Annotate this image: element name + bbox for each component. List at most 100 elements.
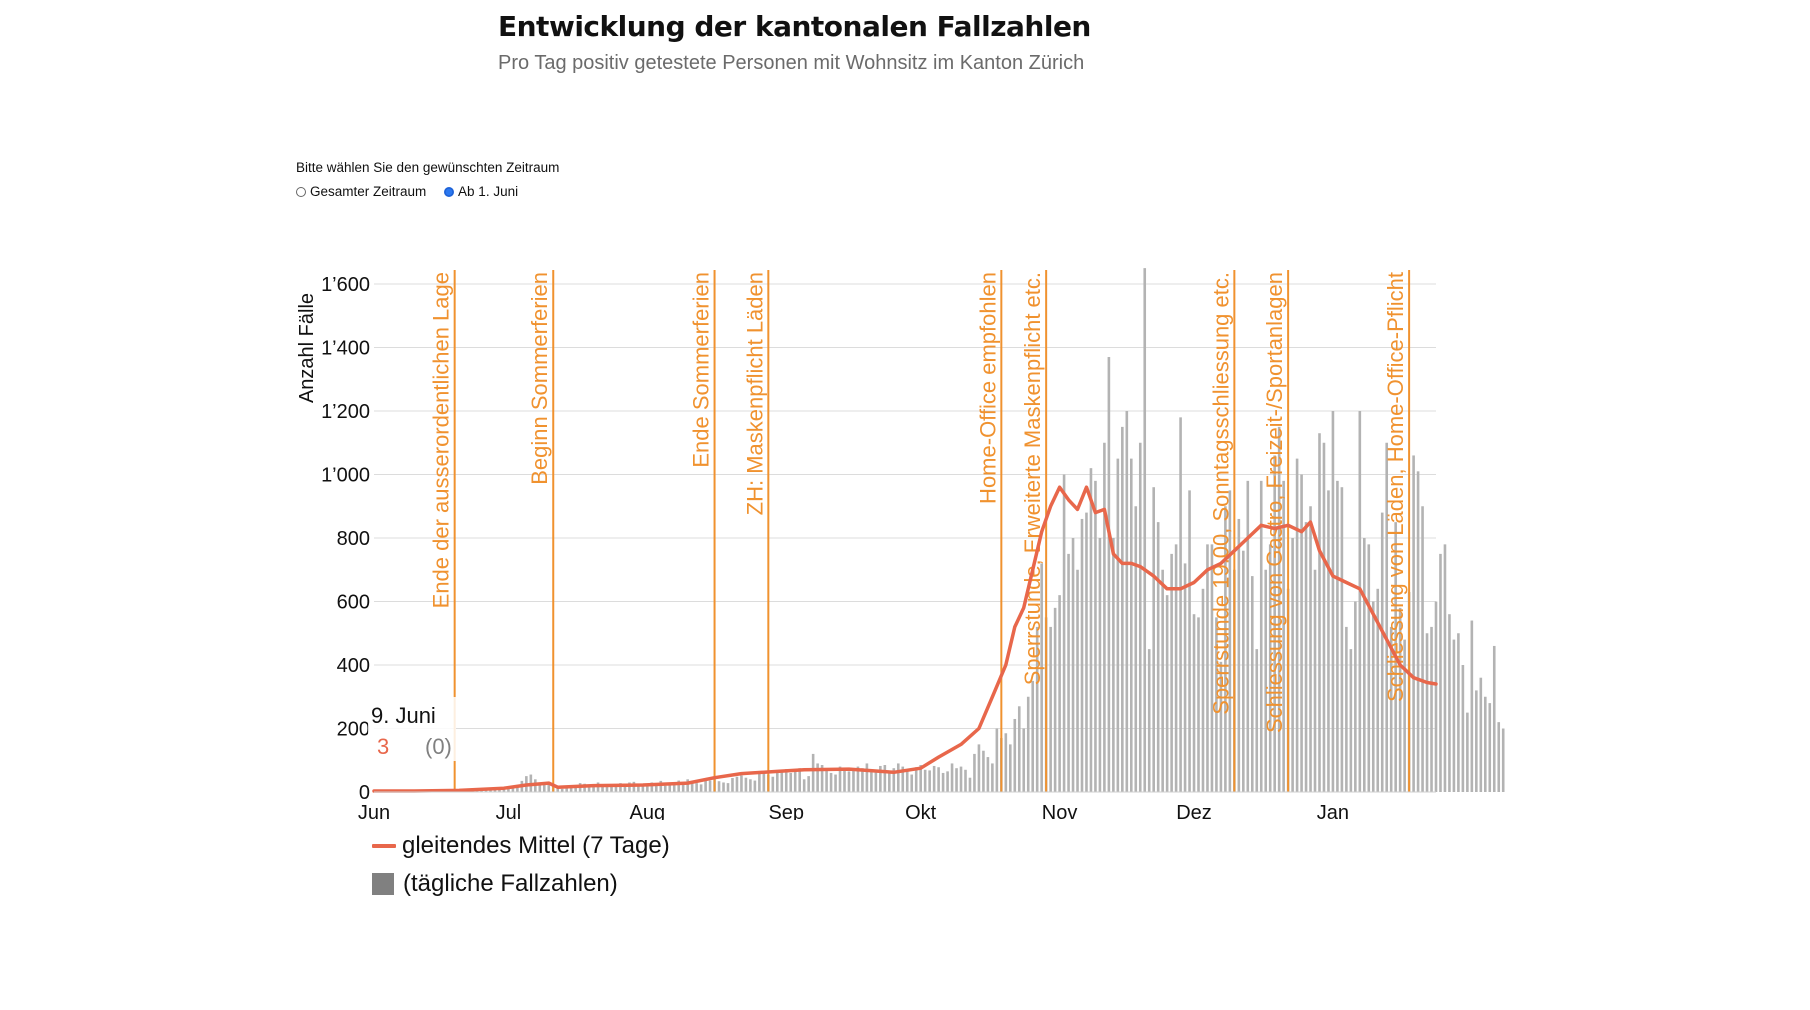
daily-bar — [1017, 706, 1021, 792]
daily-bar — [1103, 442, 1106, 792]
daily-bar — [883, 765, 887, 792]
daily-bar — [1197, 617, 1200, 792]
daily-bar — [1322, 442, 1326, 792]
y-tick-label: 800 — [337, 528, 370, 550]
y-tick-label: 200 — [337, 719, 370, 741]
daily-bar — [619, 783, 622, 792]
daily-bar — [1112, 538, 1115, 792]
daily-bar — [1094, 480, 1097, 792]
legend-label-daily: (tägliche Fallzahlen) — [403, 870, 618, 897]
daily-bar — [910, 774, 914, 792]
tooltip-date: 9. Juni — [371, 703, 436, 728]
daily-bar — [1385, 442, 1389, 792]
daily-bar — [641, 785, 645, 792]
daily-bar — [690, 781, 694, 792]
daily-bar — [681, 782, 685, 792]
daily-bar — [1304, 522, 1308, 792]
daily-bar — [1488, 703, 1492, 792]
daily-bar — [829, 772, 833, 792]
daily-bar — [1403, 639, 1406, 792]
daily-bar — [1380, 512, 1384, 792]
daily-bar — [758, 772, 761, 792]
daily-bar — [856, 766, 860, 792]
daily-bar — [1009, 744, 1012, 792]
daily-bar — [1466, 712, 1469, 792]
daily-bar — [1268, 544, 1272, 792]
radio-label-gesamter-zeitraum: Gesamter Zeitraum — [310, 184, 427, 199]
event-label: Ende der ausserordentlichen Lage — [429, 272, 454, 608]
daily-bar — [1501, 728, 1505, 792]
daily-bar — [1421, 506, 1424, 792]
daily-bar — [686, 779, 689, 792]
daily-bar — [991, 763, 994, 792]
daily-bar — [569, 787, 573, 792]
daily-bar — [888, 772, 891, 792]
daily-bar — [973, 753, 976, 792]
moving-average-line — [372, 485, 1438, 793]
event-label: Sperrstunde 19.00, Sonntagsschliessung e… — [1208, 272, 1233, 715]
daily-bar — [995, 728, 999, 792]
daily-bar — [1121, 426, 1124, 792]
y-tick-label: 600 — [337, 592, 370, 614]
daily-bar — [1116, 458, 1120, 792]
daily-bar — [874, 770, 878, 792]
daily-bar — [1071, 538, 1075, 792]
chart-title: Entwicklung der kantonalen Fallzahlen — [498, 10, 1091, 43]
daily-bar — [1076, 569, 1079, 792]
daily-bar — [1479, 677, 1483, 792]
radio-option-ab-1-juni[interactable]: Ab 1. Juni — [444, 184, 518, 199]
daily-bar — [614, 786, 618, 792]
event-label: Beginn Sommerferien — [527, 272, 552, 485]
daily-bar — [923, 769, 927, 792]
daily-bar — [959, 766, 963, 792]
daily-bar — [1349, 649, 1353, 792]
daily-bar — [1434, 601, 1438, 792]
daily-bar — [749, 779, 752, 792]
daily-bar — [919, 765, 922, 792]
daily-bar — [1492, 645, 1496, 792]
daily-bar — [695, 783, 698, 792]
daily-bar — [1143, 268, 1147, 792]
daily-bar — [1215, 617, 1218, 792]
legend-line-swatch — [372, 844, 396, 848]
daily-bar — [928, 770, 931, 792]
daily-bar — [1026, 696, 1030, 792]
daily-bar — [547, 784, 551, 792]
y-tick-label: 400 — [337, 655, 370, 677]
daily-bar — [628, 782, 631, 792]
daily-bar — [937, 767, 940, 792]
x-tick-label: Nov — [1042, 802, 1078, 820]
daily-bar — [753, 780, 757, 792]
daily-bar — [1013, 718, 1017, 792]
daily-bar — [726, 783, 730, 792]
daily-bar — [1188, 490, 1191, 792]
radio-button-ab-1-juni[interactable] — [444, 186, 455, 197]
daily-bar — [1062, 474, 1066, 792]
daily-bar — [1345, 626, 1348, 792]
case-count-chart[interactable]: Ende der ausserordentlichen Lage Beginn S… — [0, 0, 1810, 820]
y-tick-label: 1’000 — [321, 465, 370, 487]
daily-bar — [843, 769, 846, 792]
daily-bar — [946, 771, 949, 792]
daily-bar — [1371, 601, 1375, 792]
daily-bar — [1098, 538, 1102, 792]
daily-bar — [820, 765, 824, 792]
daily-bar — [744, 777, 748, 792]
daily-bar — [1318, 433, 1321, 792]
radio-option-gesamter-zeitraum[interactable]: Gesamter Zeitraum — [296, 184, 426, 199]
daily-bar — [1358, 411, 1362, 792]
daily-bar — [771, 776, 775, 792]
daily-bar — [1053, 607, 1057, 792]
daily-bar — [1443, 544, 1447, 792]
daily-bar — [852, 769, 855, 792]
tooltip-daily-value: (0) — [425, 734, 452, 759]
daily-bar — [1255, 649, 1259, 792]
daily-bar — [605, 786, 609, 792]
event-label: Ende Sommerferien — [689, 272, 714, 468]
daily-bar — [731, 778, 734, 792]
radio-button-gesamter-zeitraum[interactable] — [296, 186, 306, 197]
daily-bar — [637, 784, 640, 792]
daily-bar — [941, 772, 945, 792]
daily-bar — [623, 784, 627, 792]
daily-bar — [784, 769, 788, 792]
